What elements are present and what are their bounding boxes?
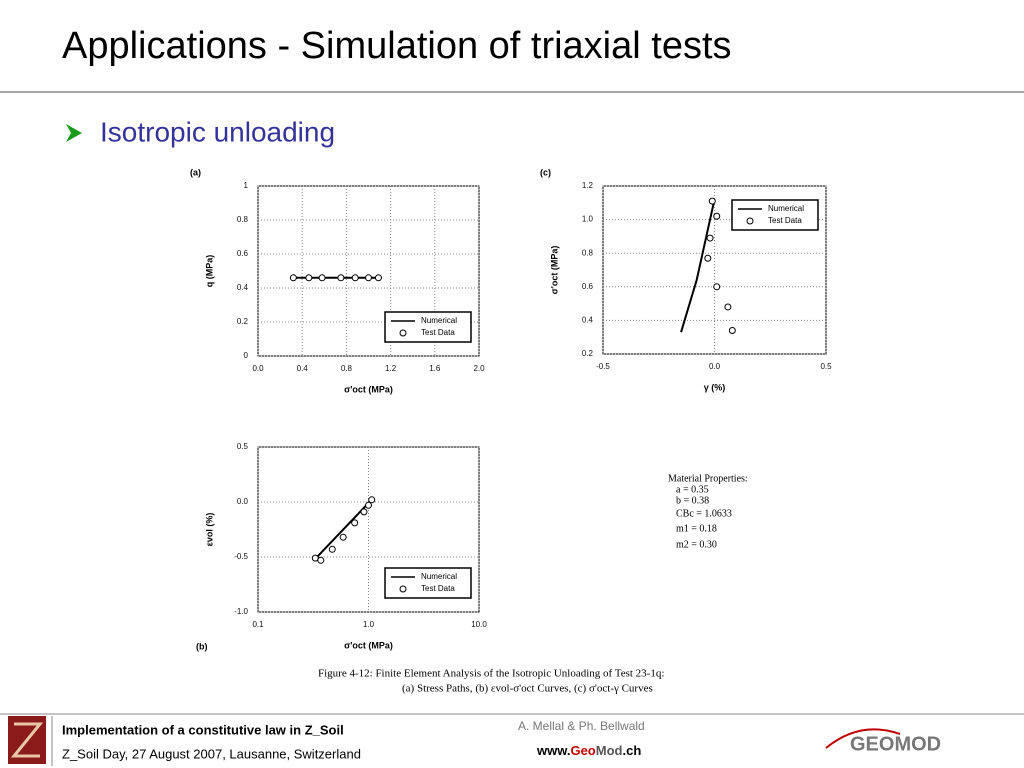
y-tick-label: 0.2 (582, 349, 594, 358)
figure-caption: Figure 4-12: Finite Element Analysis of … (318, 668, 664, 680)
y-axis-label: σ'oct (MPa) (549, 246, 559, 295)
y-tick-label: 1 (244, 181, 249, 190)
legend-box (384, 567, 472, 599)
legend-label: Numerical (768, 204, 804, 213)
figure-caption: (a) Stress Paths, (b) εvol-σ'oct Curves,… (402, 683, 653, 695)
material-line: m2 = 0.30 (676, 539, 717, 550)
test-point (337, 274, 345, 282)
legend-label: Test Data (421, 584, 455, 593)
material-line: a = 0.35 (676, 484, 709, 495)
test-point (708, 197, 716, 205)
y-tick-label: 0.6 (237, 249, 249, 258)
x-tick-label: 0.1 (252, 620, 264, 629)
numerical-line (680, 199, 716, 333)
test-point (289, 274, 297, 282)
test-point (351, 274, 359, 282)
geomod-logo: GEOMOD (850, 733, 941, 755)
x-tick-label: 0.0 (252, 364, 264, 373)
y-tick-label: 0.4 (237, 283, 249, 292)
slide-title: Applications - Simulation of triaxial te… (62, 25, 732, 67)
chart: -0.5 0.0 0.5 0.2 0.4 0.6 0.8 1.0 1.2 γ (%) σ'oct (… (540, 167, 832, 392)
website-part: Mod (596, 743, 623, 758)
test-point (339, 533, 347, 541)
test-point (713, 283, 721, 291)
y-axis-label: q (MPa) (204, 255, 214, 288)
y-tick-label: -0.5 (234, 552, 248, 561)
website-part: .ch (622, 743, 641, 758)
y-tick-label: 0.2 (237, 317, 249, 326)
test-point (368, 496, 376, 504)
x-tick-label: -0.5 (596, 362, 610, 371)
x-axis-label: σ'oct (MPa) (344, 640, 393, 650)
legend-label: Numerical (421, 316, 457, 325)
geomod-swoosh (825, 728, 901, 749)
footer-authors: A. Mellal & Ph. Bellwald (518, 719, 645, 733)
test-point (305, 274, 313, 282)
legend-swatch (746, 217, 754, 225)
y-tick-label: 0 (244, 351, 249, 360)
website-part: Geo (570, 743, 595, 758)
test-point (704, 254, 712, 262)
test-point (365, 274, 372, 282)
legend-label: Test Data (421, 328, 455, 337)
legend-box (731, 199, 819, 231)
legend-swatch (399, 585, 407, 593)
footer-website: www.GeoMod.ch (536, 743, 641, 758)
x-axis-label: σ'oct (MPa) (344, 384, 393, 394)
website-part: www. (536, 743, 570, 758)
legend-swatch (399, 329, 407, 337)
panel-label: (c) (540, 167, 551, 177)
y-tick-label: -1.0 (234, 607, 248, 616)
legend-label: Numerical (421, 572, 457, 581)
material-title: Material Properties: (668, 473, 748, 484)
x-tick-label: 0.5 (820, 362, 832, 371)
x-tick-label: 1.0 (363, 620, 375, 629)
panel-label: (a) (190, 167, 201, 177)
test-point (706, 234, 714, 242)
x-tick-label: 0.8 (341, 364, 353, 373)
test-point (318, 274, 326, 282)
x-tick-label: 2.0 (473, 364, 485, 373)
legend-label: Test Data (768, 216, 802, 225)
panel-label: (b) (196, 641, 208, 651)
test-point (351, 519, 359, 527)
test-point (365, 501, 372, 509)
test-point (328, 545, 336, 553)
chart: 0.0 0.4 0.8 1.2 1.6 2.0 0 0.2 0.4 0.6 0.8 1 σ'oct (M… (190, 167, 485, 394)
material-properties: Material Properties: a = 0.35 b = 0.38 C… (668, 473, 748, 550)
x-tick-label: 0.0 (709, 362, 721, 371)
test-point (713, 212, 721, 220)
test-point (317, 556, 325, 564)
test-point (360, 508, 368, 516)
test-point (724, 303, 732, 311)
chart: 0.1 1.0 10.0 -1.0 -0.5 0.0 0.5 σ'oct (MPa) εvol … (196, 442, 487, 651)
x-axis-label: γ (%) (704, 382, 726, 392)
y-axis-label: εvol (%) (204, 513, 214, 547)
x-tick-label: 10.0 (471, 620, 487, 629)
y-tick-label: 0.0 (237, 497, 249, 506)
material-line: CBc = 1.0633 (676, 508, 732, 519)
footer-title: Implementation of a constitutive law in … (62, 722, 344, 737)
material-line: b = 0.38 (676, 495, 709, 506)
legend-box (384, 311, 472, 343)
y-tick-label: 0.4 (582, 316, 594, 325)
bullet-arrow (66, 124, 82, 142)
test-point (728, 326, 736, 334)
bullet-text: Isotropic unloading (100, 116, 335, 147)
y-tick-label: 0.5 (237, 442, 249, 451)
zsoil-logo-mark (10, 722, 44, 758)
test-point (374, 274, 382, 282)
y-tick-label: 0.8 (582, 248, 594, 257)
y-tick-label: 0.6 (582, 282, 594, 291)
footer-subtitle: Z_Soil Day, 27 August 2007, Lausanne, Sw… (62, 746, 361, 761)
x-tick-label: 1.2 (385, 364, 397, 373)
y-tick-label: 1.0 (582, 215, 594, 224)
material-line: m1 = 0.18 (676, 523, 717, 534)
x-tick-label: 0.4 (297, 364, 309, 373)
y-tick-label: 1.2 (582, 181, 594, 190)
y-tick-label: 0.8 (237, 215, 249, 224)
x-tick-label: 1.6 (429, 364, 441, 373)
